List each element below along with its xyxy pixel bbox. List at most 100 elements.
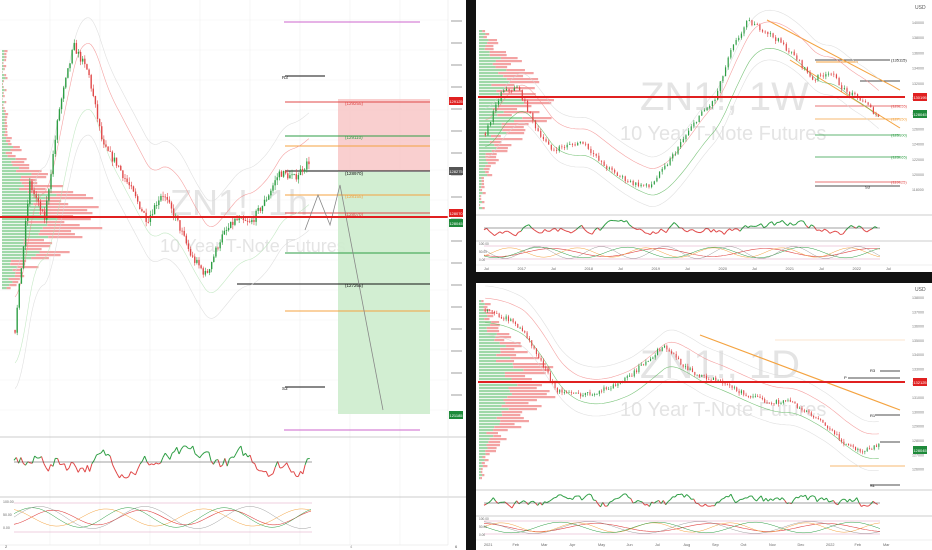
bottom-right-volume-bar xyxy=(503,399,537,402)
bottom-right-candle xyxy=(731,385,733,388)
top-right-oscillator-segment xyxy=(523,225,527,228)
left-volume-bar xyxy=(2,161,12,164)
bottom-right-volume-bar xyxy=(479,363,513,366)
bottom-right-volume-bar xyxy=(479,465,483,468)
top-right-volume-bar xyxy=(479,57,501,60)
left-candle xyxy=(117,165,120,167)
bottom-right-oscillator-segment xyxy=(765,497,769,502)
top-right-candle xyxy=(669,158,671,165)
top-right-oscillator-segment xyxy=(805,225,810,229)
bottom-right-candle xyxy=(708,379,710,381)
top-right-x-tick: Jul xyxy=(886,267,891,271)
bottom-right-candle xyxy=(771,403,773,404)
top-right-candle xyxy=(632,180,634,185)
bottom-right-candle xyxy=(629,375,631,377)
vertical-pane-divider[interactable] xyxy=(466,0,476,550)
left-volume-bar xyxy=(3,68,5,71)
left-oscillator-segment xyxy=(34,455,38,459)
bottom-right-volume-bar xyxy=(510,357,540,360)
left-volume-bar xyxy=(12,146,20,149)
top-right-pane[interactable]: ZN1!, 1W 10 Year T-Note Futures 14000013… xyxy=(476,0,932,272)
left-level-label: (128070) xyxy=(345,212,364,217)
top-right-oscillator-segment xyxy=(510,232,514,236)
bottom-right-candle xyxy=(703,375,705,376)
top-right-candle xyxy=(841,85,843,90)
top-right-oscillator-segment xyxy=(570,230,575,234)
horizontal-pane-divider[interactable] xyxy=(476,272,932,283)
left-candle xyxy=(232,221,234,225)
bottom-right-candle xyxy=(526,332,528,338)
bottom-right-volume-bar xyxy=(479,432,487,435)
bottom-right-volume-bar xyxy=(479,459,485,462)
top-right-oscillator-segment xyxy=(779,220,783,223)
left-pivot-levels xyxy=(237,21,430,431)
bottom-right-oscillator-segment xyxy=(483,503,487,506)
left-volume-bar xyxy=(23,242,53,245)
bottom-right-volume-bar xyxy=(486,312,495,315)
top-right-oscillator-segment xyxy=(607,219,611,223)
left-volume-bar xyxy=(4,116,8,119)
top-right-oscillator-segment xyxy=(826,230,831,234)
top-right-candle xyxy=(764,31,766,33)
top-right-volume-bar xyxy=(479,99,522,102)
left-level-labels: R3 (129255) (129110) (128970) (128155) (12807… xyxy=(282,75,364,391)
bottom-right-pane[interactable]: ZN1!, 1D 10 Year T-Note Futures 13800013… xyxy=(476,283,932,550)
left-candle xyxy=(94,96,97,105)
left-volume-bar xyxy=(2,104,3,107)
left-level-label: R3 xyxy=(282,75,288,80)
top-right-y-tick: 140000 xyxy=(912,21,924,25)
left-oscillator-segment xyxy=(102,449,107,456)
bottom-right-volume-bar xyxy=(479,471,481,474)
left-candle xyxy=(29,181,31,204)
bottom-right-candle xyxy=(843,441,845,445)
left-volume-bar xyxy=(39,212,93,215)
top-right-candle xyxy=(851,92,853,96)
top-right-bands xyxy=(485,9,879,207)
top-right-oscillator-segment xyxy=(737,228,741,232)
bottom-right-candle xyxy=(524,331,526,333)
left-candle xyxy=(22,246,25,269)
top-right-level-label: (123065) xyxy=(891,155,908,160)
bottom-right-volume-bar xyxy=(480,471,483,474)
bottom-right-price-tag-text: 132125 xyxy=(913,380,927,385)
bottom-right-volume-bar xyxy=(479,402,506,405)
bottom-right-volume-bar xyxy=(479,399,504,402)
bottom-right-candle xyxy=(878,443,880,447)
left-candle xyxy=(295,174,297,180)
bottom-right-level-labels: R3 P R1 S1 xyxy=(844,368,876,488)
bottom-right-candle xyxy=(682,364,684,367)
bottom-right-oscillator-segment xyxy=(618,495,622,499)
left-candle xyxy=(71,49,73,64)
left-volume-bar xyxy=(2,251,40,254)
left-candle xyxy=(202,268,204,275)
left-pane[interactable]: ZN1!, 1h 10 Year T-Note Futures 100.0050… xyxy=(0,0,466,550)
left-volume-bar xyxy=(2,119,5,122)
left-volume-bar xyxy=(2,227,43,230)
bottom-right-candles xyxy=(484,307,880,455)
left-candle xyxy=(196,259,198,263)
top-right-x-tick: 2018 xyxy=(585,267,593,271)
left-volume-bar xyxy=(2,233,39,236)
top-right-oscillator-segment xyxy=(496,231,501,235)
top-right-candle xyxy=(748,20,750,21)
left-candle xyxy=(183,230,185,236)
bottom-right-oscillator-segment xyxy=(760,495,764,502)
bottom-right-candle xyxy=(861,451,864,453)
top-right-volume-bar xyxy=(506,69,525,72)
left-volume-bar xyxy=(26,221,65,224)
top-right-volume-bar xyxy=(479,159,487,162)
top-right-oscillator-segment xyxy=(533,229,538,233)
left-level-label: (128155) xyxy=(345,194,364,199)
bottom-right-candle xyxy=(817,418,819,420)
left-candle xyxy=(299,169,302,176)
left-candle xyxy=(92,88,94,97)
bottom-right-osc-label: 0.00 xyxy=(479,533,485,537)
top-right-oscillator-segment xyxy=(591,229,596,235)
top-right-volume-bar xyxy=(485,156,497,159)
bottom-right-oscillator-segment xyxy=(579,495,583,501)
top-right-candle xyxy=(735,40,737,45)
top-right-candle xyxy=(822,75,824,77)
top-right-band xyxy=(485,9,879,158)
top-right-volume-bar xyxy=(485,45,494,48)
bottom-right-volume-bar xyxy=(505,345,522,348)
